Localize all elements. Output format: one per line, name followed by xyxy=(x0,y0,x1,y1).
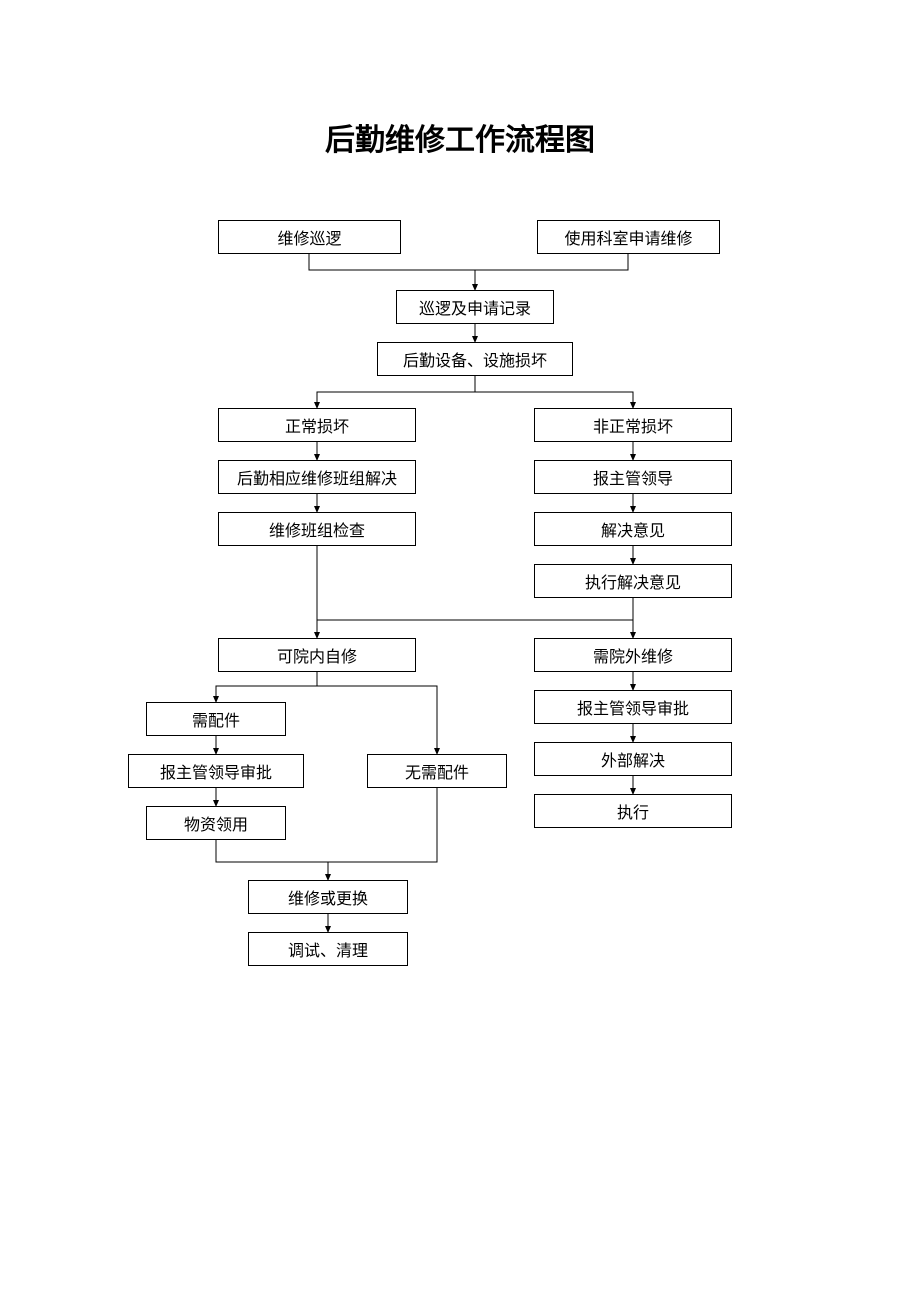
flowchart-node-n9: 维修班组检查 xyxy=(218,512,416,546)
flowchart-node-n21: 维修或更换 xyxy=(248,880,408,914)
flowchart-node-n8: 报主管领导 xyxy=(534,460,732,494)
flowchart-node-n5: 正常损坏 xyxy=(218,408,416,442)
flowchart-node-n19: 物资领用 xyxy=(146,806,286,840)
flowchart-node-n4: 后勤设备、设施损坏 xyxy=(377,342,573,376)
flowchart-node-n12: 可院内自修 xyxy=(218,638,416,672)
page-title: 后勤维修工作流程图 xyxy=(0,115,920,159)
flowchart-node-n1: 维修巡逻 xyxy=(218,220,401,254)
flowchart-node-n3: 巡逻及申请记录 xyxy=(396,290,554,324)
flowchart-node-n11: 执行解决意见 xyxy=(534,564,732,598)
flowchart-node-n13: 需院外维修 xyxy=(534,638,732,672)
flowchart-node-n20: 执行 xyxy=(534,794,732,828)
flowchart-node-n7: 后勤相应维修班组解决 xyxy=(218,460,416,494)
flowchart-node-n18: 外部解决 xyxy=(534,742,732,776)
flowchart-edges xyxy=(0,0,920,1302)
flowchart-node-n14: 需配件 xyxy=(146,702,286,736)
flowchart-node-n6: 非正常损坏 xyxy=(534,408,732,442)
flowchart-node-n22: 调试、清理 xyxy=(248,932,408,966)
flowchart-node-n2: 使用科室申请维修 xyxy=(537,220,720,254)
flowchart-node-n15: 报主管领导审批 xyxy=(534,690,732,724)
flowchart-node-n16: 报主管领导审批 xyxy=(128,754,304,788)
flowchart-node-n17: 无需配件 xyxy=(367,754,507,788)
flowchart-node-n10: 解决意见 xyxy=(534,512,732,546)
